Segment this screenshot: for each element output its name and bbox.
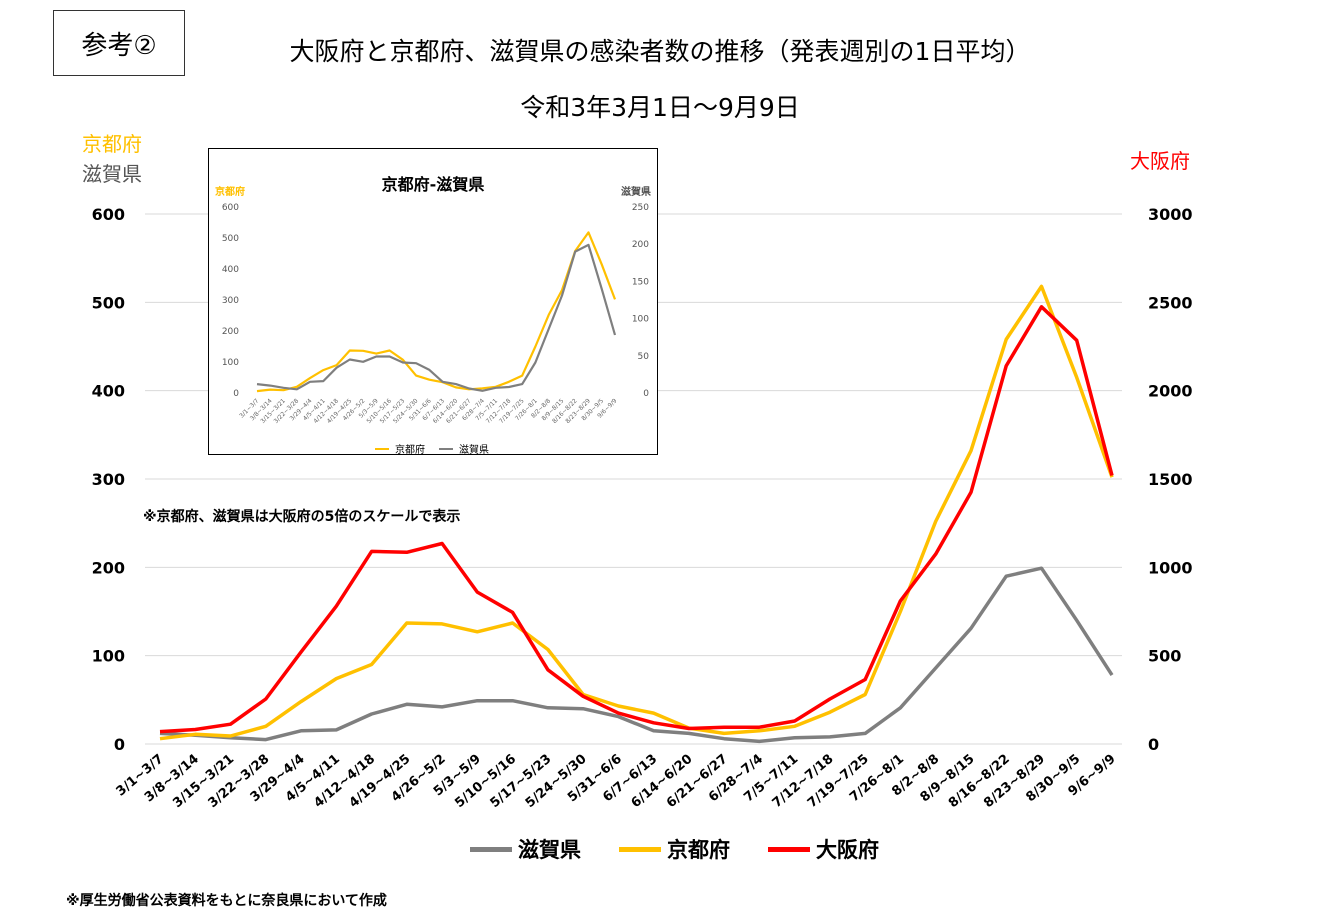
main-chart: 0100200300400500600 05001000150020002500… (0, 0, 1318, 914)
right-tick-label: 2000 (1148, 382, 1193, 401)
legend-label-osaka: 大阪府 (816, 834, 879, 864)
inset-chart: 0 100 200 300 400 500 600 0 50 100 150 200 250 3/1~… (209, 149, 656, 453)
source-footnote: ※厚生労働省公表資料をもとに奈良県において作成 (66, 890, 387, 910)
main-legend: 滋賀県 京都府 大阪府 (470, 834, 879, 864)
inset-left-tick-label: 100 (222, 358, 239, 368)
left-tick-label: 500 (92, 293, 125, 312)
legend-label-shiga: 滋賀県 (518, 834, 581, 864)
inset-left-tick-label: 200 (222, 327, 239, 337)
inset-left-tick-label: 500 (222, 234, 239, 244)
inset-right-tick-label: 200 (632, 240, 649, 250)
inset-x-axis: 3/1~3/73/8~3/143/15~3/213/22~3/283/29~4/… (238, 397, 618, 425)
right-tick-label: 3000 (1148, 205, 1193, 224)
legend-item-kyoto: 京都府 (619, 834, 730, 864)
left-tick-label: 300 (92, 470, 125, 489)
inset-left-axis: 0 100 200 300 400 500 600 (222, 203, 239, 399)
inset-legend-item: 滋賀県 (439, 441, 489, 456)
right-tick-label: 1000 (1148, 558, 1193, 577)
inset-series-line-京都府 (257, 232, 615, 391)
inset-right-tick-label: 150 (632, 277, 649, 287)
legend-swatch-shiga (470, 847, 512, 852)
main-left-axis: 0 100 200 300 400 500 600 (92, 205, 125, 754)
left-tick-label: 100 (92, 647, 125, 666)
right-tick-label: 2500 (1148, 293, 1193, 312)
main-x-axis: 3/1~3/73/8~3/143/15~3/213/22~3/283/29~4/… (114, 752, 1119, 811)
inset-left-tick-label: 300 (222, 296, 239, 306)
legend-item-shiga: 滋賀県 (470, 834, 581, 864)
inset-legend: 京都府 滋賀県 (375, 441, 489, 456)
left-tick-label: 0 (114, 735, 125, 754)
inset-legend-label: 滋賀県 (459, 441, 489, 456)
left-tick-label: 200 (92, 558, 125, 577)
inset-right-axis: 0 50 100 150 200 250 (632, 203, 649, 399)
inset-series-line-滋賀県 (257, 245, 615, 391)
inset-right-tick-label: 100 (632, 315, 649, 325)
left-tick-label: 600 (92, 205, 125, 224)
inset-left-tick-label: 400 (222, 265, 239, 275)
inset-legend-swatch (375, 448, 389, 450)
inset-left-tick-label: 0 (233, 389, 239, 399)
inset-right-tick-label: 50 (638, 352, 650, 362)
right-tick-label: 1500 (1148, 470, 1193, 489)
inset-legend-item: 京都府 (375, 441, 425, 456)
inset-chart-panel: 京都府-滋賀県 京都府 滋賀県 0 100 200 300 400 500 600 0 50 1… (208, 148, 658, 455)
legend-item-osaka: 大阪府 (768, 834, 879, 864)
left-tick-label: 400 (92, 382, 125, 401)
right-tick-label: 0 (1148, 735, 1159, 754)
inset-right-tick-label: 0 (643, 389, 649, 399)
inset-legend-swatch (439, 448, 453, 450)
series-line-滋賀県 (160, 568, 1112, 741)
scale-note: ※京都府、滋賀県は大阪府の5倍のスケールで表示 (143, 506, 460, 526)
legend-swatch-kyoto (619, 847, 661, 852)
main-right-axis: 0 500 1000 1500 2000 2500 3000 (1148, 205, 1193, 754)
legend-swatch-osaka (768, 847, 810, 852)
legend-label-kyoto: 京都府 (667, 834, 730, 864)
inset-legend-label: 京都府 (395, 441, 425, 456)
inset-series (257, 232, 615, 391)
inset-right-tick-label: 250 (632, 203, 649, 213)
right-tick-label: 500 (1148, 647, 1181, 666)
inset-left-tick-label: 600 (222, 203, 239, 213)
